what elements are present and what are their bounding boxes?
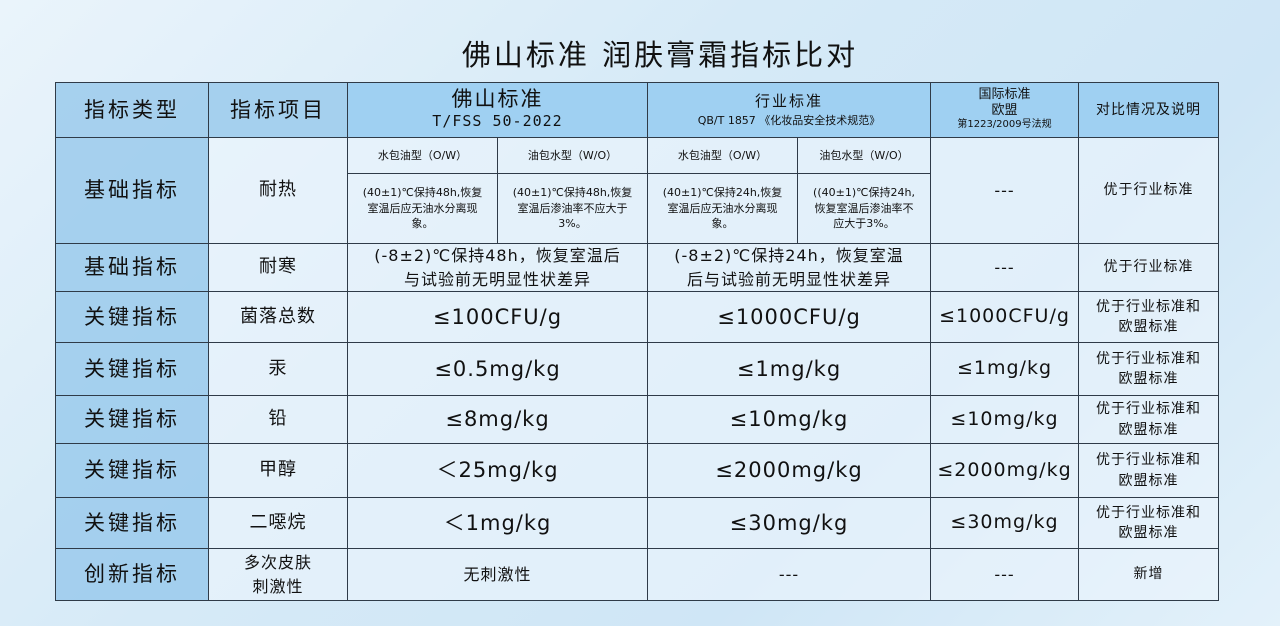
row-intl: --- bbox=[930, 243, 1079, 292]
row-item: 耐寒 bbox=[208, 243, 348, 292]
row-type: 关键指标 bbox=[55, 291, 209, 343]
heat-item: 耐热 bbox=[208, 137, 348, 244]
row-industry: ≤10mg/kg bbox=[647, 395, 931, 444]
row-intl: ≤2000mg/kg bbox=[930, 443, 1079, 498]
heat-foshan-wo: (40±1)℃保持48h,恢复室温后渗油率不应大于3%。 bbox=[497, 173, 648, 244]
sub-foshan-ow: 水包油型（O/W） bbox=[347, 137, 498, 174]
row-foshan: (-8±2)℃保持48h，恢复室温后与试验前无明显性状差异 bbox=[347, 243, 648, 292]
table-row: 关键指标 甲醇 ＜25mg/kg ≤2000mg/kg ≤2000mg/kg 优… bbox=[55, 443, 1219, 498]
row-intl: ≤1000CFU/g bbox=[930, 291, 1079, 343]
sub-foshan-wo: 油包水型（W/O） bbox=[497, 137, 648, 174]
table-row: 基础指标 耐寒 (-8±2)℃保持48h，恢复室温后与试验前无明显性状差异 (-… bbox=[55, 243, 1219, 292]
sub-industry-ow: 水包油型（O/W） bbox=[647, 137, 798, 174]
row-industry: ≤1000CFU/g bbox=[647, 291, 931, 343]
row-intl: ≤30mg/kg bbox=[930, 497, 1079, 549]
row-type: 基础指标 bbox=[55, 243, 209, 292]
heat-intl: --- bbox=[930, 137, 1079, 244]
heat-type: 基础指标 bbox=[55, 137, 209, 244]
row-industry: ≤1mg/kg bbox=[647, 342, 931, 396]
row-industry: --- bbox=[647, 548, 931, 601]
row-compare: 优于行业标准和欧盟标准 bbox=[1078, 342, 1219, 396]
header-intl-label: 国际标准 bbox=[978, 87, 1031, 103]
row-type: 关键指标 bbox=[55, 342, 209, 396]
heat-compare: 优于行业标准 bbox=[1078, 137, 1219, 244]
table-row: 创新指标 多次皮肤刺激性 无刺激性 --- --- 新增 bbox=[55, 548, 1219, 601]
row-foshan: ≤100CFU/g bbox=[347, 291, 648, 343]
header-type: 指标类型 bbox=[55, 82, 209, 138]
row-item: 铅 bbox=[208, 395, 348, 444]
row-item: 二噁烷 bbox=[208, 497, 348, 549]
header-industry: 行业标准 QB/T 1857 《化妆品安全技术规范》 bbox=[647, 82, 931, 138]
row-item: 菌落总数 bbox=[208, 291, 348, 343]
row-intl: ≤1mg/kg bbox=[930, 342, 1079, 396]
header-intl: 国际标准 欧盟 第1223/2009号法规 bbox=[930, 82, 1079, 138]
row-compare: 新增 bbox=[1078, 548, 1219, 601]
row-compare: 优于行业标准和欧盟标准 bbox=[1078, 291, 1219, 343]
row-intl: ≤10mg/kg bbox=[930, 395, 1079, 444]
comparison-table: 指标类型 指标项目 佛山标准 T/FSS 50-2022 行业标准 QB/T 185… bbox=[55, 82, 1219, 601]
row-industry: ≤30mg/kg bbox=[647, 497, 931, 549]
row-compare: 优于行业标准和欧盟标准 bbox=[1078, 395, 1219, 444]
header-intl-region: 欧盟 bbox=[991, 102, 1018, 118]
row-item: 汞 bbox=[208, 342, 348, 396]
row-type: 关键指标 bbox=[55, 443, 209, 498]
header-compare: 对比情况及说明 bbox=[1078, 82, 1219, 138]
row-foshan: ≤0.5mg/kg bbox=[347, 342, 648, 396]
row-item: 甲醇 bbox=[208, 443, 348, 498]
header-foshan-code: T/FSS 50-2022 bbox=[432, 111, 563, 130]
table-row: 关键指标 二噁烷 ＜1mg/kg ≤30mg/kg ≤30mg/kg 优于行业标… bbox=[55, 497, 1219, 549]
header-industry-code: QB/T 1857 《化妆品安全技术规范》 bbox=[697, 113, 881, 127]
row-foshan: ≤8mg/kg bbox=[347, 395, 648, 444]
table-row: 关键指标 菌落总数 ≤100CFU/g ≤1000CFU/g ≤1000CFU/… bbox=[55, 291, 1219, 343]
header-item: 指标项目 bbox=[208, 82, 348, 138]
table-row: 关键指标 汞 ≤0.5mg/kg ≤1mg/kg ≤1mg/kg 优于行业标准和… bbox=[55, 342, 1219, 396]
row-item: 多次皮肤刺激性 bbox=[208, 548, 348, 601]
row-industry: ≤2000mg/kg bbox=[647, 443, 931, 498]
heat-industry-wo: ((40±1)℃保持24h,恢复室温后渗油率不应大于3%。 bbox=[797, 173, 931, 244]
row-compare: 优于行业标准和欧盟标准 bbox=[1078, 497, 1219, 549]
header-foshan-label: 佛山标准 bbox=[451, 86, 544, 111]
table-row: 关键指标 铅 ≤8mg/kg ≤10mg/kg ≤10mg/kg 优于行业标准和… bbox=[55, 395, 1219, 444]
row-type: 关键指标 bbox=[55, 497, 209, 549]
sub-industry-wo: 油包水型（W/O） bbox=[797, 137, 931, 174]
row-type: 关键指标 bbox=[55, 395, 209, 444]
header-intl-code: 第1223/2009号法规 bbox=[957, 119, 1052, 131]
heat-industry-ow: (40±1)℃保持24h,恢复室温后应无油水分离现象。 bbox=[647, 173, 798, 244]
row-compare: 优于行业标准 bbox=[1078, 243, 1219, 292]
heat-foshan-ow: (40±1)℃保持48h,恢复室温后应无油水分离现象。 bbox=[347, 173, 498, 244]
page-title: 佛山标准 润肤膏霜指标比对 bbox=[461, 38, 859, 72]
row-intl: --- bbox=[930, 548, 1079, 601]
row-industry: (-8±2)℃保持24h，恢复室温后与试验前无明显性状差异 bbox=[647, 243, 931, 292]
row-compare: 优于行业标准和欧盟标准 bbox=[1078, 443, 1219, 498]
row-foshan: ＜25mg/kg bbox=[347, 443, 648, 498]
header-industry-label: 行业标准 bbox=[754, 92, 823, 111]
row-foshan: 无刺激性 bbox=[347, 548, 648, 601]
row-foshan: ＜1mg/kg bbox=[347, 497, 648, 549]
row-type: 创新指标 bbox=[55, 548, 209, 601]
header-foshan: 佛山标准 T/FSS 50-2022 bbox=[347, 82, 648, 138]
